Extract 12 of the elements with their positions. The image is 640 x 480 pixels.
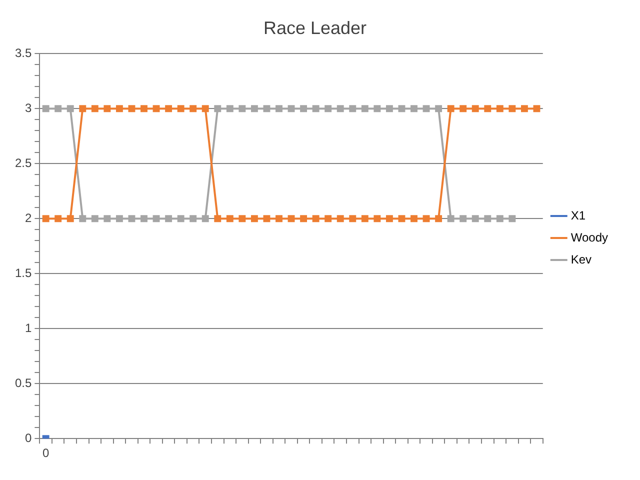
legend-label: Kev (570, 252, 592, 266)
legend-label: X1 (570, 208, 586, 222)
y-tick-label: 3.5 (14, 46, 32, 60)
y-tick-label: 1 (24, 320, 32, 335)
y-tick-label: 2 (24, 210, 32, 225)
y-tick-label: 0 (24, 430, 32, 445)
y-tick-label: 1.5 (14, 266, 32, 280)
legend-label: Woody (570, 230, 608, 244)
chart-title: Race Leader (263, 18, 367, 38)
y-tick-label: 3 (24, 100, 32, 115)
y-tick-label: 0.5 (14, 376, 32, 390)
y-tick-label: 2.5 (14, 156, 32, 170)
